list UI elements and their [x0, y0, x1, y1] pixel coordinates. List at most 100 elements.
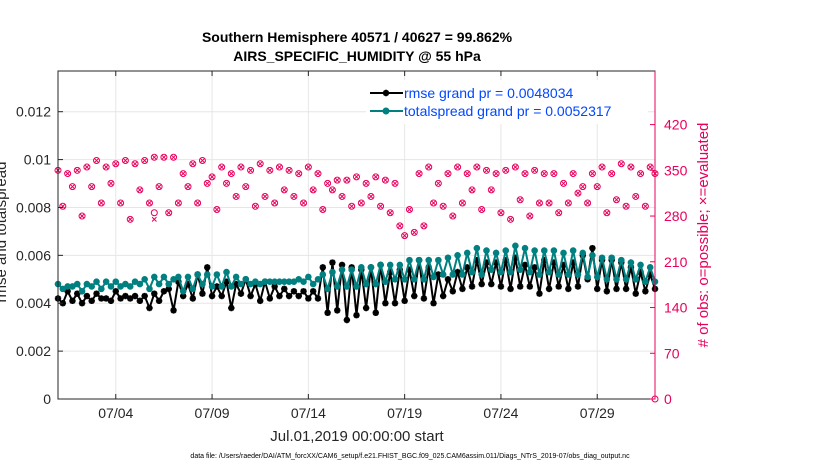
obs-possible-point: [251, 202, 259, 210]
x-axis-label: Jul.01,2019 00:00:00 start: [270, 428, 444, 445]
obs-possible-point: [285, 166, 293, 174]
obs-possible-point: [184, 183, 192, 191]
totalspread-point: [492, 249, 500, 257]
obs-possible-point: [343, 176, 351, 184]
totalspread-point: [107, 283, 115, 290]
totalspread-point: [126, 283, 134, 290]
obs-evaluated-point: [151, 154, 157, 160]
totalspread-point: [242, 275, 250, 283]
totalspread-point: [439, 271, 447, 278]
obs-evaluated-point: [291, 193, 297, 200]
y-tick-label-2: 0.004: [16, 295, 51, 311]
obs-evaluated-point: [378, 203, 384, 209]
obs-possible-point: [458, 199, 466, 207]
totalspread-point: [488, 266, 495, 274]
totalspread-point: [435, 256, 442, 264]
totalspread-point: [545, 268, 553, 276]
obs-possible-point: [507, 215, 515, 223]
data-file-footnote: data file: /Users/raeder/DAI/ATM_forcXX/…: [190, 453, 630, 460]
rmse-point: [622, 285, 630, 293]
totalspread-point: [617, 256, 625, 264]
obs-evaluated-point: [127, 216, 133, 222]
obs-possible-point: [482, 166, 490, 174]
rmse-point: [536, 290, 543, 297]
rmse-point: [589, 244, 596, 252]
obs-possible-point: [545, 199, 553, 207]
rmse-point: [131, 292, 139, 300]
rmse-point: [642, 288, 649, 295]
obs-possible-point: [208, 173, 216, 181]
totalspread-point: [454, 252, 461, 259]
obs-evaluated-point: [65, 171, 71, 177]
obs-evaluated-point: [204, 180, 210, 186]
totalspread-point: [410, 275, 418, 283]
totalspread-point: [333, 283, 341, 290]
obs-possible-point: [415, 170, 423, 178]
rmse-point: [102, 295, 110, 302]
obs-possible-point: [73, 166, 81, 174]
rmse-point: [502, 256, 509, 264]
obs-possible-point: [386, 209, 394, 217]
obs-possible-point: [598, 163, 606, 171]
rmse-point: [329, 259, 336, 266]
obs-possible-point: [526, 212, 534, 220]
rmse-point: [334, 307, 341, 314]
totalspread-point: [444, 254, 452, 262]
totalspread-point: [459, 271, 466, 278]
totalspread-point: [579, 249, 587, 257]
totalspread-point: [550, 247, 558, 254]
obs-evaluated-point: [421, 223, 427, 229]
obs-possible-point: [588, 170, 596, 178]
rmse-point: [464, 264, 471, 271]
obs-possible-point: [401, 232, 409, 240]
rmse-point: [420, 295, 428, 302]
rmse-point: [83, 292, 91, 300]
obs-possible-point: [290, 192, 298, 200]
rmse-point: [281, 285, 288, 293]
totalspread-point: [184, 273, 192, 281]
y-tick-label-4: 0.008: [16, 199, 51, 215]
obs-possible-point: [641, 202, 649, 210]
obs-evaluated-point: [459, 200, 465, 206]
rmse-point: [483, 259, 490, 266]
obs-evaluated-point: [113, 161, 119, 167]
obs-possible-point: [324, 179, 332, 187]
totalspread-point: [382, 278, 389, 285]
totalspread-point: [218, 283, 225, 290]
totalspread-point: [531, 247, 538, 254]
rmse-point: [141, 292, 148, 300]
totalspread-point: [329, 268, 336, 276]
totalspread-point: [208, 283, 216, 290]
obs-possible-point: [304, 163, 312, 171]
obs-evaluated-point: [103, 164, 109, 170]
rmse-point: [430, 300, 437, 307]
obs-evaluated-point: [325, 180, 331, 186]
obs-possible-point: [579, 183, 587, 191]
obs-evaluated-point: [440, 203, 446, 209]
rmse-point: [295, 292, 302, 300]
rmse-point: [314, 295, 322, 302]
obs-evaluated-point: [199, 157, 205, 164]
totalspread-point: [358, 264, 365, 271]
totalspread-point: [314, 275, 322, 283]
obs-possible-point: [227, 170, 235, 178]
obs-evaluated-point: [137, 187, 143, 193]
totalspread-point: [155, 280, 163, 288]
totalspread-point: [300, 278, 307, 285]
rmse-point: [492, 259, 500, 266]
totalspread-point: [516, 266, 524, 274]
obs-evaluated-point: [175, 200, 181, 206]
obs-evaluated-point: [108, 180, 114, 186]
obs-evaluated-point: [589, 171, 595, 177]
obs-possible-point: [314, 170, 322, 178]
obs-evaluated-point: [334, 177, 340, 183]
totalspread-point: [569, 247, 577, 254]
totalspread-point: [497, 268, 505, 276]
x-tick-label-2: 07/14: [291, 405, 326, 421]
totalspread-point: [598, 254, 606, 262]
rmse-point: [459, 285, 466, 293]
obs-evaluated-point: [498, 210, 504, 216]
totalspread-point: [507, 268, 514, 276]
rmse-point: [276, 292, 283, 300]
obs-evaluated-point: [320, 206, 326, 213]
